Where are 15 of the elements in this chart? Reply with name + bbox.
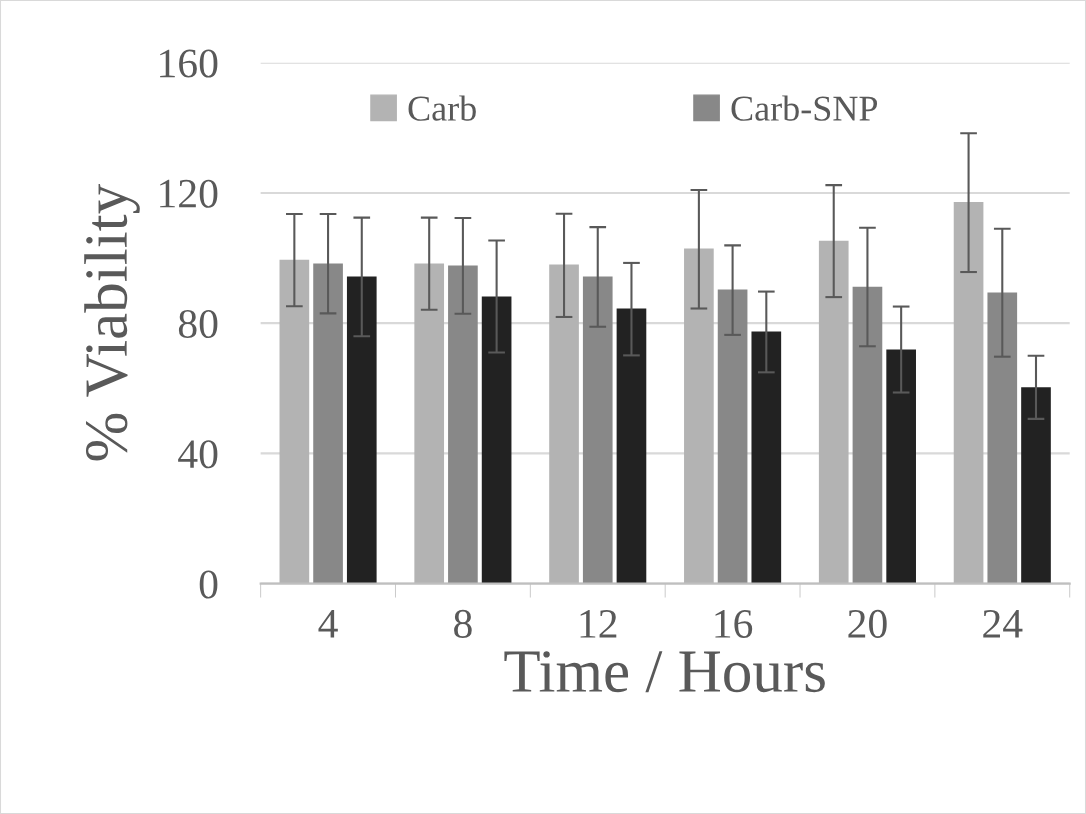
y-tick-label: 120 (160, 179, 218, 208)
y-tick-label: 40 (178, 440, 218, 469)
y-tick-label: 160 (160, 49, 218, 78)
y-axis-title: % Viability (84, 184, 140, 461)
x-tick-label: 16 (715, 609, 753, 638)
x-tick-label: 8 (454, 609, 472, 638)
x-tick-label: 24 (983, 609, 1023, 638)
x-axis-title: Time / Hours (504, 651, 825, 693)
legend-label: Carb (408, 95, 476, 121)
x-tick-label: 12 (580, 609, 617, 638)
y-tick-label: 80 (178, 309, 218, 339)
y-tick-label: 0 (199, 570, 218, 599)
x-tick-label: 20 (848, 609, 887, 638)
legend-label: Carb-SNP (731, 95, 878, 121)
x-tick-label: 4 (318, 610, 338, 638)
